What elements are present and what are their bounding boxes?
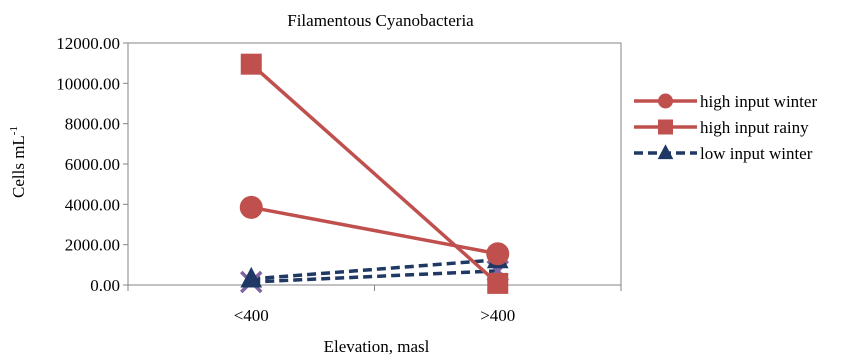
plot-border — [127, 42, 622, 286]
x-axis-title: Elevation, masl — [324, 337, 430, 356]
legend-marker — [658, 119, 673, 135]
legend-marker — [657, 144, 674, 160]
y-tick-label: 8000.00 — [65, 115, 120, 134]
series-low-input-winter — [251, 258, 498, 281]
y-axis-title-main: Cells mL — [9, 135, 28, 198]
x-tick-label: <400 — [234, 306, 269, 325]
data-point — [486, 242, 510, 266]
series-line — [250, 62, 499, 285]
series-markers — [239, 195, 510, 266]
legend-item: low input winter — [634, 144, 813, 163]
y-tick-label: 0.00 — [90, 276, 120, 295]
data-point — [240, 53, 262, 75]
plot-area — [127, 42, 622, 286]
y-tick-label: 2000.00 — [65, 236, 120, 255]
y-tick-label: 6000.00 — [65, 155, 120, 174]
y-axis-title: Cells mL-1 — [8, 126, 28, 198]
x-axis: <400 >400 — [127, 284, 622, 325]
series-unlabeled — [251, 269, 498, 284]
data-point — [240, 266, 263, 288]
series-high-input-winter — [250, 205, 499, 256]
legend-label: high input rainy — [700, 118, 809, 137]
series-layer — [239, 53, 510, 294]
series-high-input-rainy — [250, 62, 499, 285]
legend-item: high input rainy — [634, 118, 809, 137]
chart-title: Filamentous Cyanobacteria — [287, 11, 474, 30]
data-point — [487, 272, 509, 294]
legend: high input winter high input rainy low inp… — [634, 92, 817, 163]
y-axis-title-superscript: -1 — [8, 126, 20, 135]
series-line — [250, 205, 499, 256]
legend-marker — [658, 93, 673, 109]
y-tick-label: 10000.00 — [56, 74, 120, 93]
series-line — [251, 269, 498, 284]
legend-item: high input winter — [634, 92, 817, 111]
series-line — [251, 258, 498, 281]
legend-label: high input winter — [700, 92, 817, 111]
legend-label: low input winter — [700, 144, 813, 163]
y-tick-label: 12000.00 — [56, 34, 120, 53]
y-axis: 0.00 2000.00 4000.00 6000.00 8000.00 10000.00… — [56, 34, 129, 295]
y-tick-label: 4000.00 — [65, 195, 120, 214]
x-tick-label: >400 — [480, 306, 515, 325]
data-point — [239, 195, 263, 219]
series-markers — [240, 53, 509, 294]
